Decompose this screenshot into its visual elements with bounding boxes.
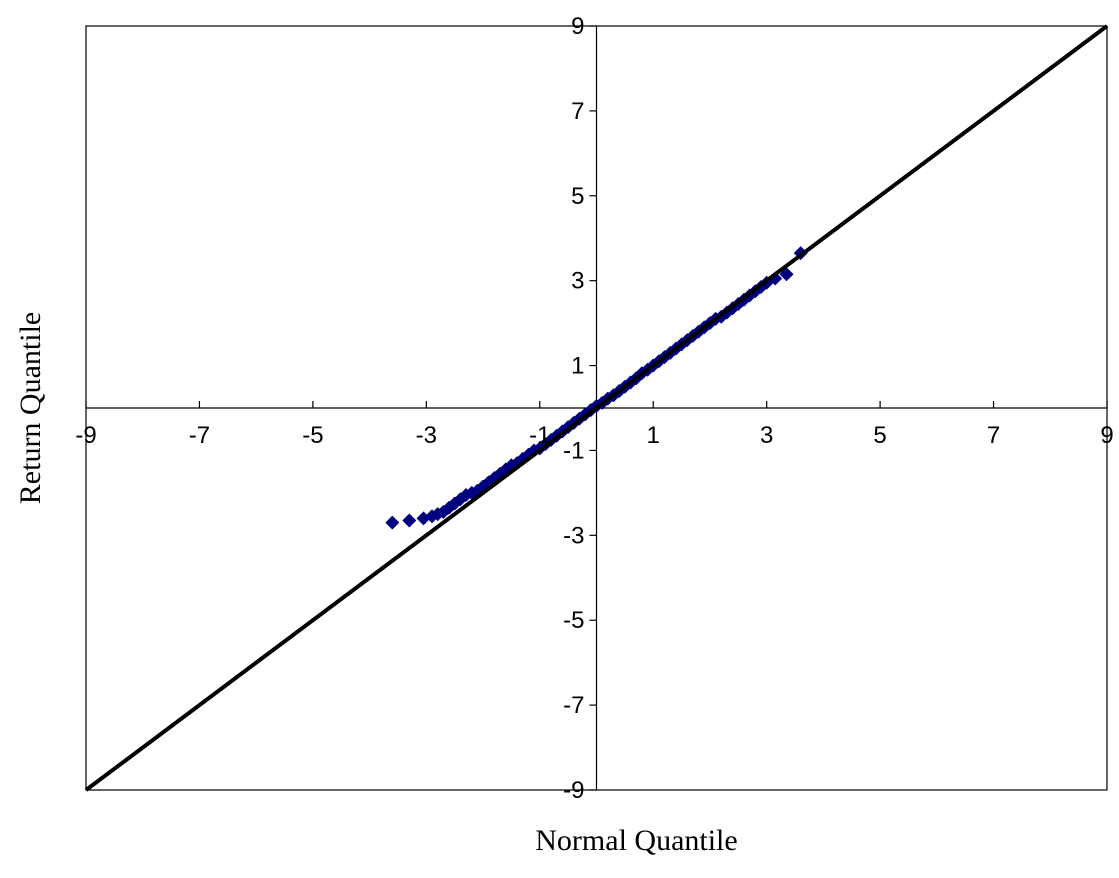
data-point bbox=[504, 458, 519, 473]
y-tick-label: 9 bbox=[571, 13, 584, 40]
x-tick-label: -7 bbox=[189, 422, 210, 449]
reference-line bbox=[84, 24, 1109, 792]
y-tick-label: -3 bbox=[563, 522, 584, 549]
y-tick-label: 1 bbox=[571, 353, 584, 380]
x-tick-label: 5 bbox=[873, 422, 886, 449]
x-axis-ticks bbox=[85, 401, 1108, 408]
y-tick-label: 3 bbox=[571, 268, 584, 295]
x-tick-label: 3 bbox=[760, 422, 773, 449]
x-tick-label: -5 bbox=[302, 422, 323, 449]
y-tick-label: -9 bbox=[563, 777, 584, 804]
x-tick-label: -3 bbox=[416, 422, 437, 449]
y-axis-ticks bbox=[589, 25, 597, 791]
data-point bbox=[385, 515, 400, 530]
x-tick-label: 9 bbox=[1100, 422, 1113, 449]
y-tick-label: -1 bbox=[563, 437, 584, 464]
x-tick-label: 1 bbox=[647, 422, 660, 449]
x-tick-label: 7 bbox=[987, 422, 1000, 449]
y-tick-label: -7 bbox=[563, 692, 584, 719]
x-axis-tick-labels: -9 -7 -5 -3 -1 1 3 5 7 9 bbox=[75, 422, 1113, 449]
data-point bbox=[402, 513, 417, 528]
y-tick-label: -5 bbox=[563, 607, 584, 634]
x-tick-label: -1 bbox=[529, 422, 550, 449]
data-point bbox=[416, 511, 431, 526]
y-axis-title: Return Quantile bbox=[14, 312, 47, 504]
y-tick-label: 7 bbox=[571, 98, 584, 125]
x-tick-label: -9 bbox=[75, 422, 96, 449]
y-tick-label: 5 bbox=[571, 183, 584, 210]
x-axis-title: Normal Quantile bbox=[535, 824, 737, 857]
y-axis-tick-labels: -9 -7 -5 -3 -1 1 3 5 7 9 bbox=[563, 13, 584, 804]
